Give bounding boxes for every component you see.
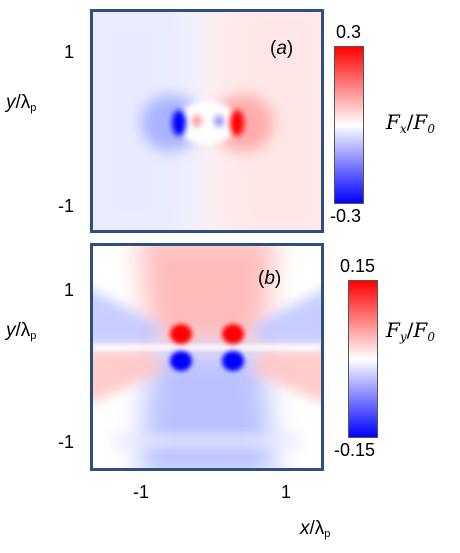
panel-b-ytick-top: 1 [64,280,75,300]
panel-b-colorbar [348,280,378,438]
panel-b-colorbar-label: Fy/F0 [386,318,435,344]
panel-b-ylabel: y/λp [6,320,37,342]
panel-a-colorbar-max: 0.3 [336,22,362,42]
panel-a-ytick-top: 1 [64,42,75,62]
panel-a-positive-peak [230,110,244,136]
panel-b-negative-peak-left [170,351,192,371]
panel-b-colorbar-min: -0.15 [334,440,376,460]
panel-a-colorbar [334,46,364,204]
panel-a-colorbar-min: -0.3 [330,206,362,226]
panel-b-negative-peak-right [222,351,244,371]
panel-b-field [93,246,321,468]
panel-b-ytick-bottom: -1 [58,432,75,452]
panel-b-label: (b) [258,268,282,289]
panel-b-heatmap [90,243,324,471]
panel-b-positive-peak-left [170,324,192,344]
panel-b-colorbar-max: 0.15 [340,256,376,276]
xtick-left: -1 [133,482,150,502]
xtick-right: 1 [281,482,292,502]
panel-b-positive-peak-right [222,324,244,344]
panel-a-negative-peak [172,110,186,136]
panel-a-ylabel: y/λp [6,92,37,114]
panel-a-label: (a) [270,38,294,59]
panel-a-colorbar-label: Fx/F0 [386,110,435,136]
xlabel: x/λp [300,518,331,540]
panel-a-field [93,12,321,230]
panel-a-heatmap [90,9,324,233]
panel-b-upper-positive-region [139,246,275,346]
panel-a-ytick-bottom: -1 [58,196,75,216]
